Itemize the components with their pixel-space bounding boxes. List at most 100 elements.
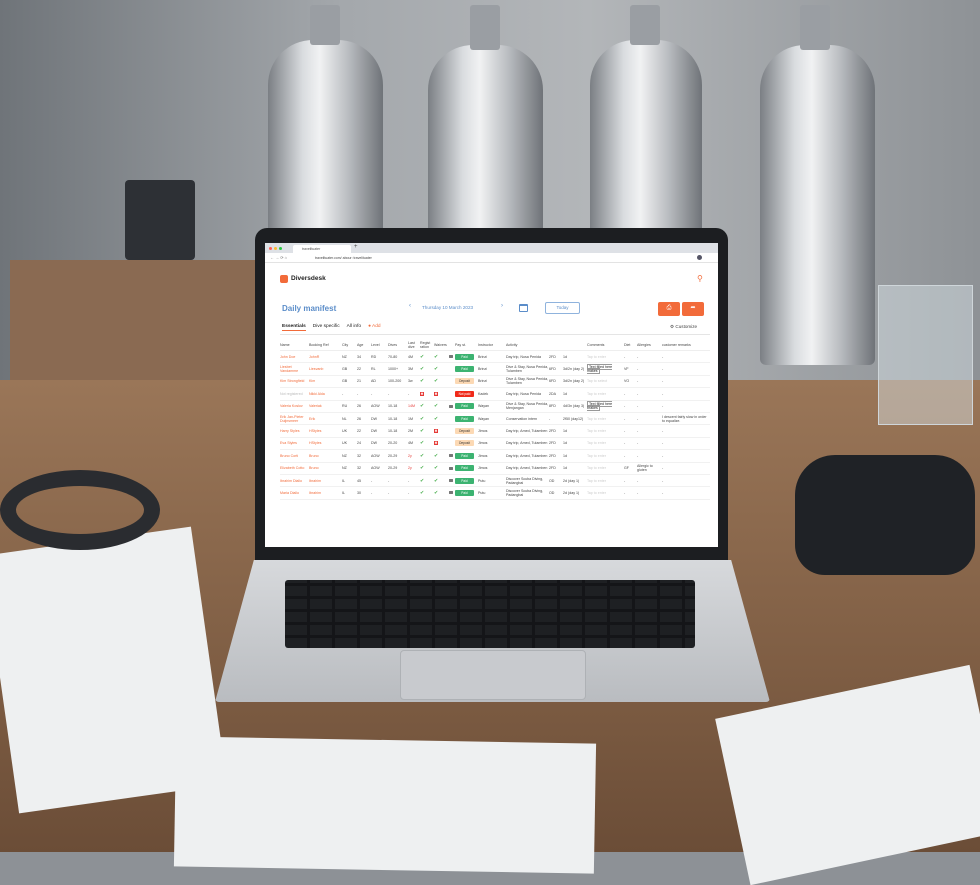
- booking-ref[interactable]: Kim: [309, 379, 316, 384]
- booking-ref[interactable]: Bruno: [309, 453, 319, 458]
- column-header[interactable]: City: [342, 342, 349, 347]
- paper-sheets: [173, 736, 597, 874]
- table-row[interactable]: John Doe JohnR NZ 34 RD 70-80 4M ✔ ✔ Paid Brinzi Da…: [280, 351, 710, 364]
- table-row[interactable]: Not registered Nikki Alda - - - - - ✖ ✖ Not paid K…: [280, 388, 710, 401]
- column-header[interactable]: Name: [280, 342, 290, 347]
- pay-status-badge[interactable]: Paid: [455, 489, 474, 496]
- booking-ref[interactable]: HStyles: [309, 429, 322, 434]
- booking-ref[interactable]: JohnR: [309, 354, 320, 359]
- guest-name[interactable]: John Doe: [280, 354, 296, 359]
- booking-ref[interactable]: Nikki Alda: [309, 391, 325, 396]
- comment-input[interactable]: Tap to enter: [587, 354, 606, 359]
- booking-ref[interactable]: Ibrahim: [309, 490, 321, 495]
- guest-name[interactable]: Eva Styles: [280, 441, 297, 446]
- pay-status-badge[interactable]: Paid: [455, 366, 474, 373]
- guest-name[interactable]: Ibrahim Diallo: [280, 478, 302, 483]
- share-button[interactable]: ➦: [682, 302, 704, 316]
- comment-input[interactable]: Tap to enter: [587, 429, 606, 434]
- maximize-window-button[interactable]: [279, 246, 282, 250]
- booking-ref[interactable]: Erik: [309, 416, 316, 421]
- table-row[interactable]: Bruno Corti Bruno NZ 32 AOW 20-29 2y ✔ ✔ Paid Jimo…: [280, 450, 710, 463]
- booking-ref[interactable]: Ibrahim: [309, 478, 321, 483]
- table-row[interactable]: Maria Diallo Ibrahim IL 30 - - - ✔ ✔ Paid Putu Disc…: [280, 487, 710, 500]
- level-cell: -: [371, 391, 373, 396]
- column-header[interactable]: Diet: [624, 342, 631, 347]
- booking-ref[interactable]: Valeriak: [309, 404, 322, 409]
- column-header[interactable]: Dives: [388, 342, 397, 347]
- guest-name[interactable]: Elizabeth Cotto: [280, 466, 305, 471]
- guest-name[interactable]: Erik Jan-Pieter Duijnsmeer: [280, 414, 304, 423]
- column-header[interactable]: Waivers: [434, 342, 447, 347]
- comment-input[interactable]: Tap to enter: [587, 416, 606, 421]
- tab-dive-specific[interactable]: Dive specific: [312, 324, 340, 329]
- guest-name[interactable]: Not registered: [280, 391, 303, 396]
- level-cell: AD: [371, 379, 376, 384]
- guest-name[interactable]: Harry Styles: [280, 429, 300, 434]
- guest-name[interactable]: Bruno Corti: [280, 453, 299, 458]
- prev-day-button[interactable]: ‹: [409, 303, 411, 309]
- booking-ref[interactable]: Liesvanb: [309, 367, 324, 372]
- pay-status-badge[interactable]: Paid: [455, 465, 474, 472]
- column-header[interactable]: Activity: [506, 342, 518, 347]
- close-window-button[interactable]: [269, 246, 272, 250]
- pay-status-badge[interactable]: Not paid: [455, 390, 474, 397]
- booking-ref[interactable]: Bruno: [309, 466, 319, 471]
- tab-essentials[interactable]: Essentials: [282, 324, 306, 331]
- column-header[interactable]: Comments: [587, 342, 605, 347]
- calendar-icon[interactable]: [519, 304, 528, 312]
- booking-ref[interactable]: HStyles: [309, 441, 322, 446]
- guest-name[interactable]: Liesbet Vandamme: [280, 365, 299, 374]
- table-row[interactable]: Ibrahim Diallo Ibrahim IL 45 - - - ✔ ✔ Paid Putu Di…: [280, 475, 710, 488]
- column-header[interactable]: Level: [371, 342, 380, 347]
- comment-input[interactable]: Text filled here makes: [587, 364, 613, 375]
- next-day-button[interactable]: ›: [501, 303, 503, 309]
- age-cell: 32: [357, 466, 361, 471]
- pay-status-badge[interactable]: Deposit: [455, 428, 474, 435]
- table-row[interactable]: Erik Jan-Pieter Duijnsmeer Erik NL 26 DW 10-1…: [280, 413, 710, 426]
- comment-input[interactable]: Tap to enter: [587, 453, 606, 458]
- minimize-window-button[interactable]: [274, 246, 277, 250]
- comment-input[interactable]: Tap to select: [587, 379, 608, 384]
- new-tab-button[interactable]: +: [354, 244, 358, 250]
- column-header[interactable]: Booking Ref: [309, 342, 329, 347]
- column-header[interactable]: Age: [357, 342, 364, 347]
- comment-input[interactable]: Tap to enter: [587, 441, 606, 446]
- today-button[interactable]: Today: [545, 302, 580, 314]
- table-row[interactable]: Valeria Koslov Valeriak RU 26 AOW 10-18 14M ✔ ✔ P…: [280, 401, 710, 413]
- print-button[interactable]: ⎙: [658, 302, 680, 316]
- pay-status-badge[interactable]: Paid: [455, 477, 474, 484]
- table-row[interactable]: Harry Styles HStyles UK 22 DW 10-18 2M ✔ ✖ Deposi…: [280, 425, 710, 438]
- browser-tab[interactable]: travelituater: [293, 245, 351, 253]
- tab-all-info[interactable]: All info: [346, 324, 362, 329]
- comment-input[interactable]: Tap to enter: [587, 490, 606, 495]
- comment-input[interactable]: Tap to enter: [587, 466, 606, 471]
- pay-status-badge[interactable]: Deposit: [455, 378, 474, 385]
- table-row[interactable]: Liesbet Vandamme Liesvanb GB 22 RL 1000+ 3M ✔ ✔ P…: [280, 363, 710, 376]
- guest-name[interactable]: Valeria Koslov: [280, 404, 303, 409]
- comment-input[interactable]: Tap to enter: [587, 478, 606, 483]
- profile-icon[interactable]: [697, 255, 702, 260]
- pay-status-badge[interactable]: Paid: [455, 403, 474, 410]
- column-header[interactable]: Last dive: [408, 340, 415, 349]
- column-header[interactable]: Instructor: [478, 342, 493, 347]
- table-row[interactable]: Eva Styles HStyles UK 24 DW 20-20 4M ✔ ✖ Deposit J…: [280, 438, 710, 451]
- guest-name[interactable]: Maria Diallo: [280, 490, 299, 495]
- guest-name[interactable]: Kim Strongfield: [280, 379, 305, 384]
- pay-status-badge[interactable]: Paid: [455, 452, 474, 459]
- column-header[interactable]: Regist ration: [420, 340, 431, 349]
- comment-input[interactable]: Text filled here brakes: [587, 401, 613, 412]
- column-header[interactable]: customer remarks: [662, 342, 691, 347]
- user-icon[interactable]: ⚲: [697, 274, 703, 283]
- pay-status-badge[interactable]: Paid: [455, 415, 474, 422]
- back-forward-reload-icons[interactable]: ← → ⟳ ⌂: [270, 255, 288, 260]
- column-header[interactable]: Pay st.: [455, 342, 466, 347]
- customize-button[interactable]: ⚙ Customize: [670, 324, 697, 330]
- column-header[interactable]: Allergies: [637, 342, 651, 347]
- add-tab-button[interactable]: ● Add: [368, 324, 381, 329]
- table-row[interactable]: Elizabeth Cotto Bruno NZ 32 AOW 20-29 2y ✔ ✔ Paid…: [280, 463, 710, 475]
- table-row[interactable]: Kim Strongfield Kim GB 21 AD 100-200 3w ✔ ✔ Depos…: [280, 376, 710, 389]
- pay-status-badge[interactable]: Paid: [455, 353, 474, 360]
- address-bar[interactable]: travelituater.com/ abour: travelituater: [265, 253, 718, 263]
- pay-status-badge[interactable]: Deposit: [455, 440, 474, 447]
- comment-input[interactable]: Tap to enter: [587, 391, 606, 396]
